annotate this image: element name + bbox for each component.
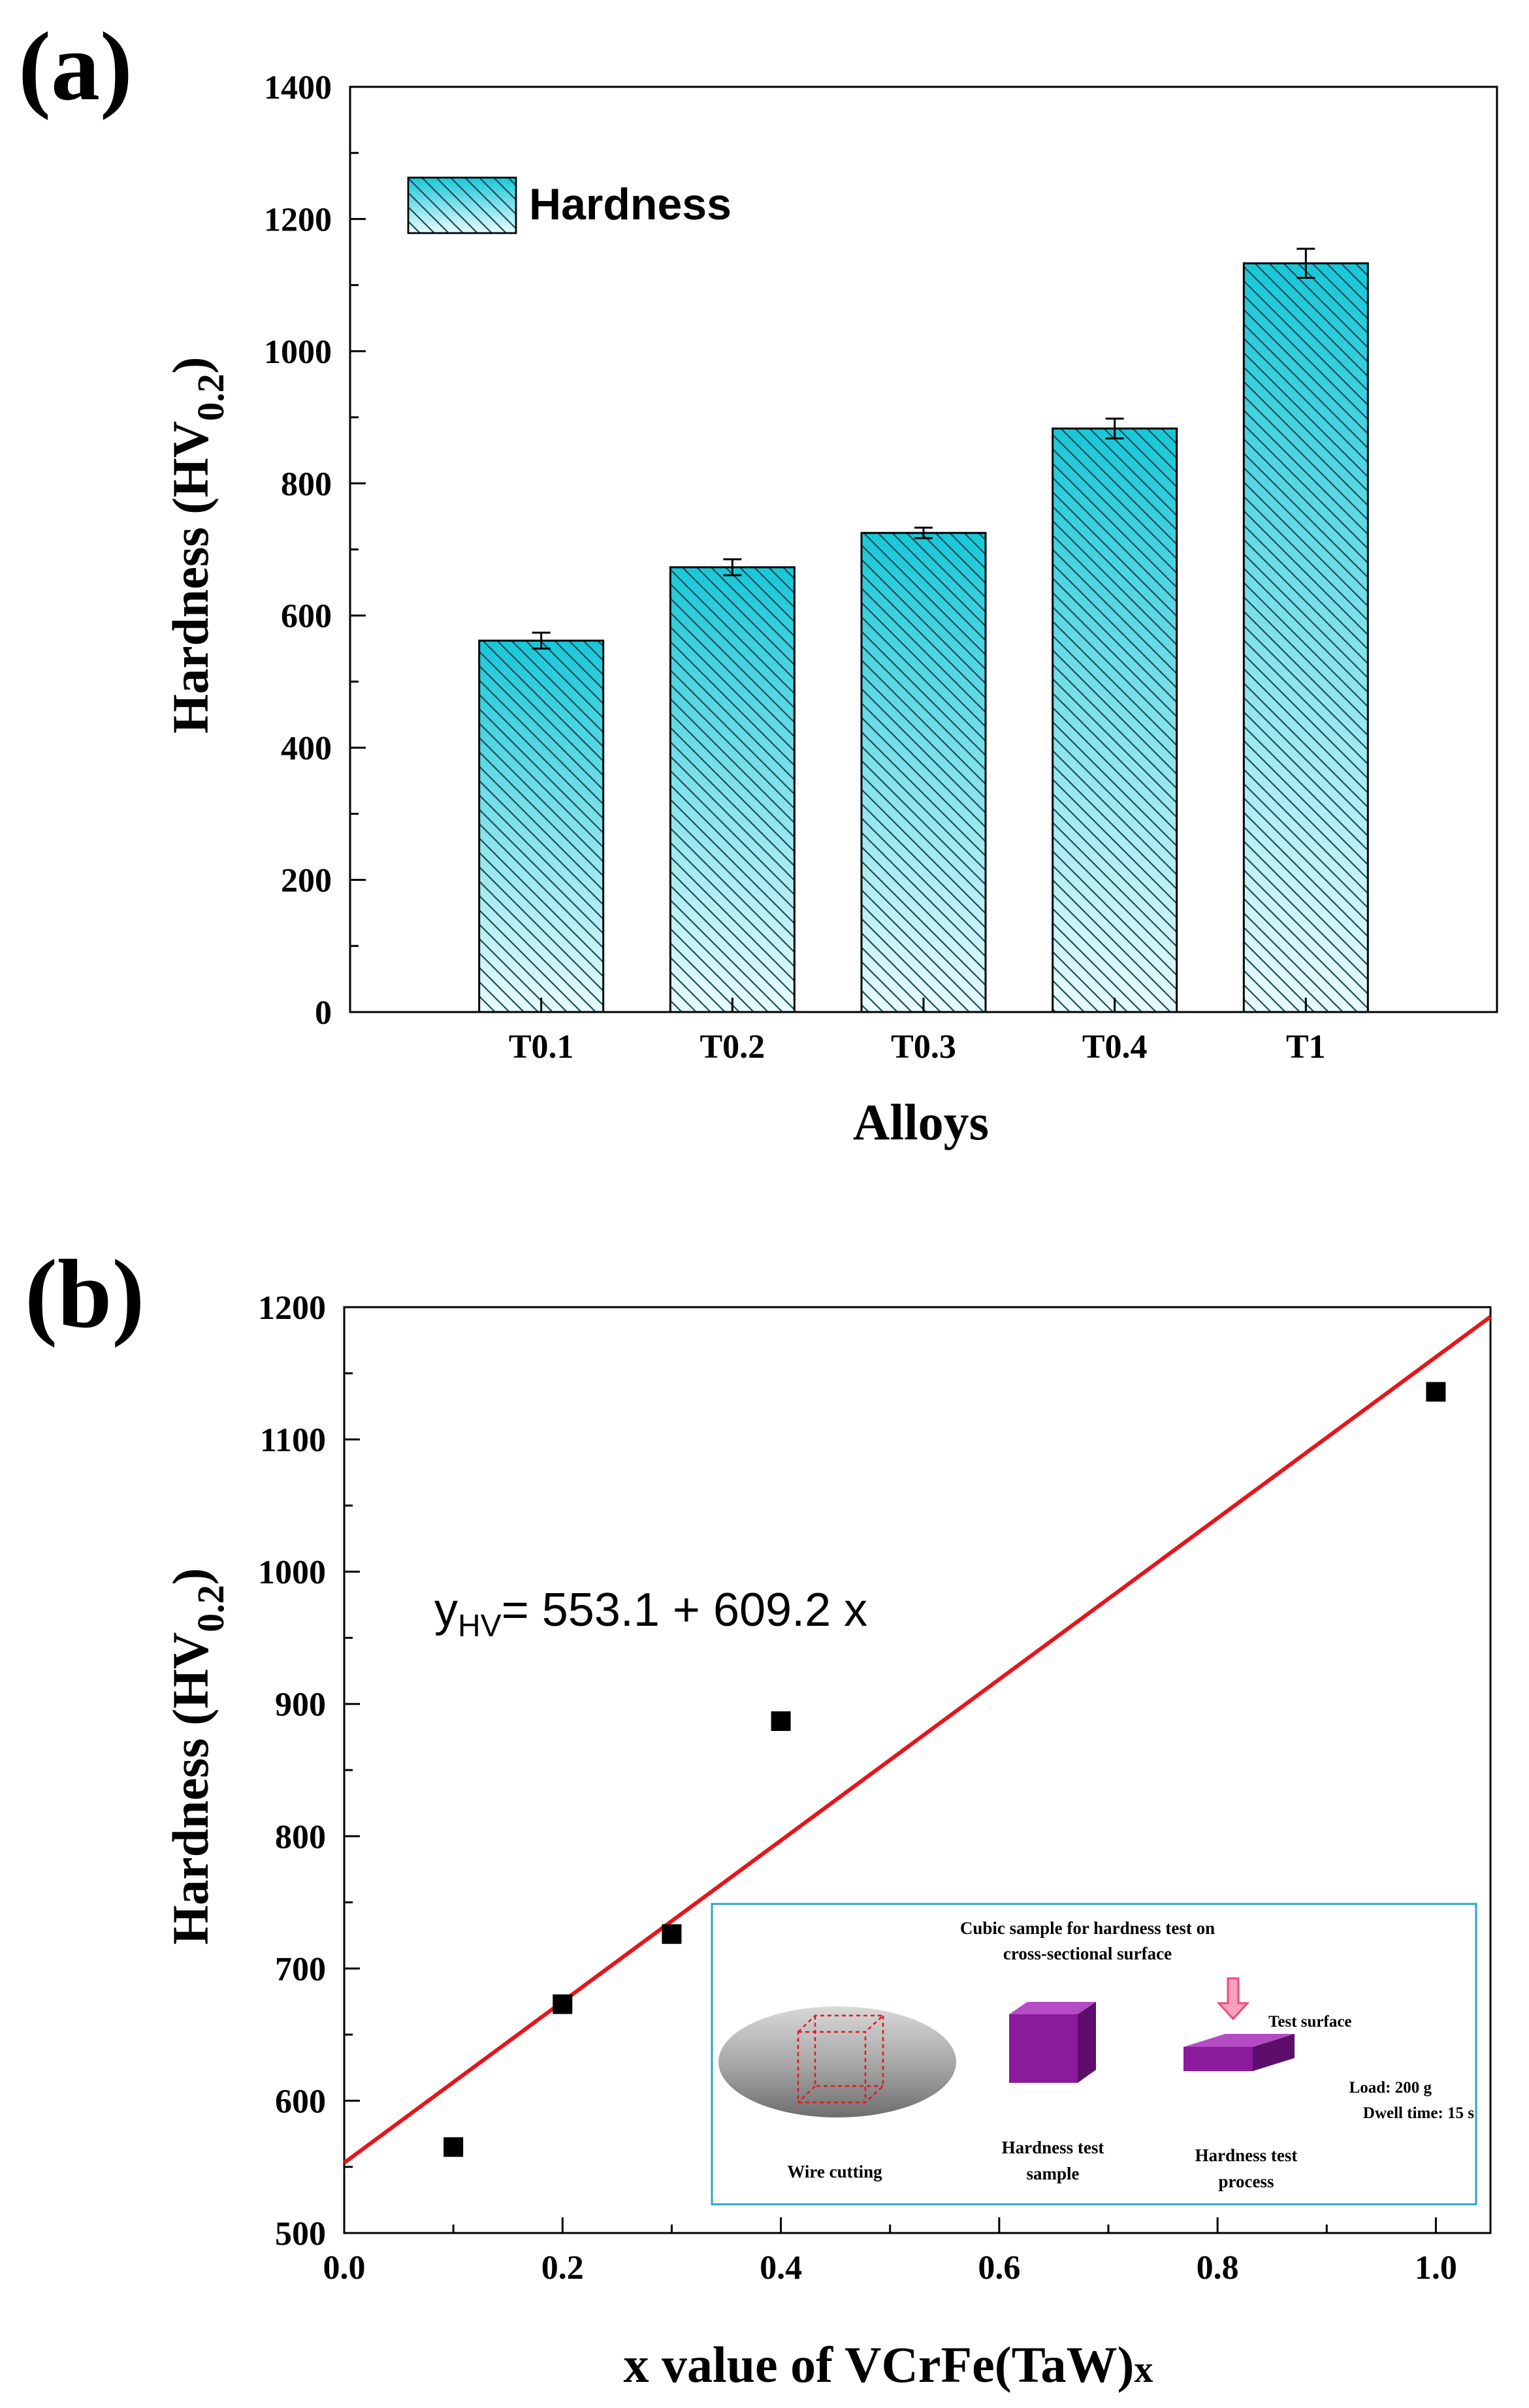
panel-b-ticks: 500 600 700 800 900 1000 1100 1200 0.0 0.2 0.4 0.6 0… [258, 1290, 1457, 2287]
panel-b-label: (b) [25, 1240, 144, 1348]
data-point [553, 1994, 573, 2014]
inset-title-line1: Cubic sample for hardness test on [960, 1918, 1215, 1938]
y-tick-label: 400 [281, 730, 332, 767]
y-tick-label: 800 [275, 1818, 326, 1856]
panel-a-label: (a) [18, 12, 133, 121]
bar-outline [1052, 427, 1178, 1013]
bar-outline [1242, 262, 1369, 1013]
data-point [771, 1711, 791, 1732]
inset-schematic: Cubic sample for hardness test on cross-… [711, 1903, 1477, 2206]
process-label-line2: process [1219, 2172, 1274, 2191]
y-tick-label: 200 [281, 863, 332, 900]
panel-b-y-axis-title: Hardness (HV0.2) [162, 1568, 232, 1944]
bar-outline [478, 639, 605, 1013]
y-tick-label: 1000 [264, 334, 332, 371]
panel-a-bars [478, 247, 1369, 1013]
y-tick-label: 700 [275, 1951, 326, 1988]
fit-line [343, 1315, 1492, 2164]
bar-outline [860, 531, 987, 1013]
panel-a-x-axis-title: Alloys [853, 1094, 989, 1150]
y-tick-label: 600 [275, 2083, 326, 2120]
process-label-line1: Hardness test [1195, 2146, 1298, 2165]
y-tick-label: 1100 [260, 1422, 326, 1459]
panel-b-scatter-chart: (b) 500 600 700 800 900 1000 1100 1200 0.0 0.2 0.4… [25, 1240, 1492, 2393]
panel-a-y-axis-title: Hardness (HV0.2) [162, 356, 232, 733]
bar-outline [669, 566, 796, 1013]
sample-label-line2: sample [1027, 2164, 1080, 2183]
y-tick-label: 1000 [258, 1554, 326, 1591]
legend-swatch-hatch [407, 176, 517, 234]
fit-equation: yHV= 553.1 + 609.2 x [434, 1584, 867, 1643]
x-tick-label: 1.0 [1415, 2249, 1457, 2287]
x-tick-label: T0.1 [509, 1028, 574, 1066]
data-point [662, 1924, 682, 1944]
x-tick-label: 0.8 [1197, 2249, 1239, 2287]
y-tick-label: 900 [275, 1687, 326, 1724]
hardness-sample-cube-icon [1009, 2002, 1096, 2083]
data-point [1426, 1382, 1446, 1402]
y-tick-label: 1400 [264, 69, 332, 106]
y-tick-label: 1200 [264, 201, 332, 238]
data-point [443, 2137, 464, 2157]
legend-label: Hardness [529, 180, 732, 229]
sample-label-line1: Hardness test [1002, 2138, 1104, 2157]
panel-a-bar-chart: (a) 0 200 400 600 800 1000 1200 1400 T0.1 T0.2 T0.… [18, 12, 1498, 1150]
x-tick-label: T0.3 [891, 1028, 956, 1066]
x-tick-label: T1 [1286, 1028, 1326, 1066]
panel-b-x-axis-title: x value of VCrFe(TaW)x [623, 2336, 1153, 2393]
y-tick-label: 1200 [258, 1290, 326, 1327]
inset-title-line2: cross-sectional surface [1003, 1944, 1172, 1963]
x-tick-label: 0.4 [760, 2249, 802, 2287]
panel-a-ticks: 0 200 400 600 800 1000 1200 1400 T0.1 T0.2 T0.3 T0.… [264, 69, 1326, 1066]
wire-cutting-label: Wire cutting [787, 2162, 882, 2181]
test-process-slab-icon [1183, 2034, 1295, 2071]
x-tick-label: 0.2 [541, 2249, 584, 2287]
y-tick-label: 0 [315, 994, 332, 1032]
y-tick-label: 600 [281, 598, 332, 635]
y-tick-label: 800 [281, 466, 332, 503]
dwell-time-label: Dwell time: 15 s [1363, 2104, 1474, 2122]
x-tick-label: 0.0 [323, 2249, 366, 2287]
test-arrow-icon [1216, 1977, 1250, 2021]
test-surface-label: Test surface [1268, 2013, 1352, 2031]
panel-b-series [343, 1315, 1492, 2164]
y-tick-label: 500 [275, 2215, 326, 2253]
wire-cutting-disk-icon [718, 2006, 956, 2117]
x-tick-label: T0.2 [700, 1028, 765, 1066]
x-tick-label: 0.6 [978, 2249, 1020, 2287]
x-tick-label: T0.4 [1082, 1028, 1148, 1066]
load-label: Load: 200 g [1349, 2079, 1432, 2097]
panel-a-legend: Hardness [407, 176, 732, 234]
